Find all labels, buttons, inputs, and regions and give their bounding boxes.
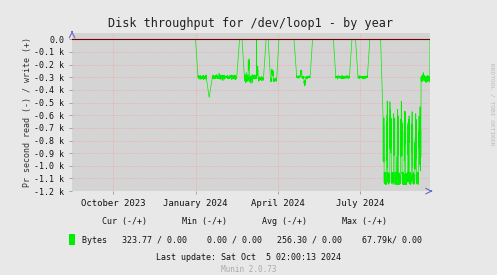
- Y-axis label: Pr second read (-) / write (+): Pr second read (-) / write (+): [23, 37, 32, 187]
- Text: Bytes   323.77 / 0.00    0.00 / 0.00   256.30 / 0.00    67.79k/ 0.00: Bytes 323.77 / 0.00 0.00 / 0.00 256.30 /…: [77, 236, 422, 245]
- Title: Disk throughput for /dev/loop1 - by year: Disk throughput for /dev/loop1 - by year: [108, 17, 394, 31]
- Text: Munin 2.0.73: Munin 2.0.73: [221, 265, 276, 274]
- Text: RRDTOOL / TOBI OETIKER: RRDTOOL / TOBI OETIKER: [490, 63, 495, 146]
- Text: Last update: Sat Oct  5 02:00:13 2024: Last update: Sat Oct 5 02:00:13 2024: [156, 253, 341, 262]
- Text: Cur (-/+)       Min (-/+)       Avg (-/+)       Max (-/+): Cur (-/+) Min (-/+) Avg (-/+) Max (-/+): [77, 217, 387, 226]
